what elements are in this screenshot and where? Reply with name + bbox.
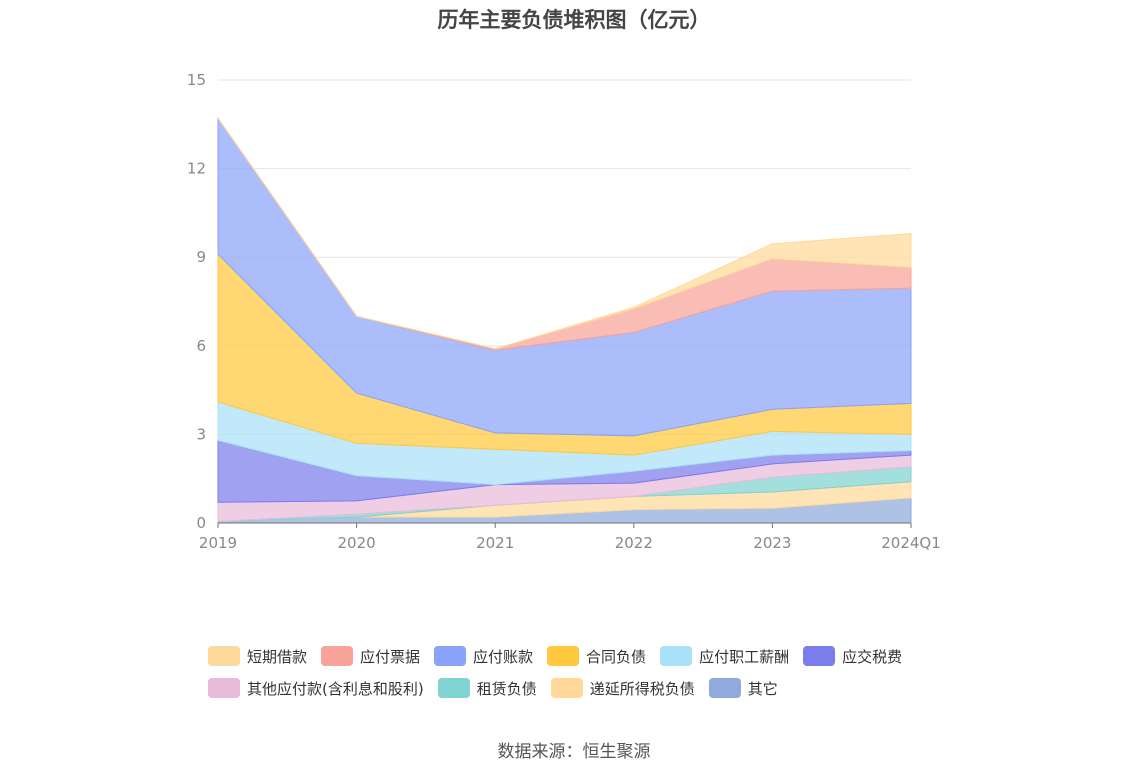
legend-item[interactable]: 应付职工薪酬 — [660, 646, 789, 667]
legend-item[interactable]: 其它 — [708, 678, 778, 699]
legend-label: 应交税费 — [842, 647, 903, 666]
legend-label: 应付账款 — [473, 647, 534, 666]
legend-swatch — [660, 646, 693, 666]
legend-swatch — [434, 646, 467, 666]
y-tick-label: 3 — [196, 425, 206, 443]
legend-label: 应付职工薪酬 — [699, 647, 790, 666]
y-tick-label: 0 — [196, 514, 206, 532]
data-source-note: 数据来源：恒生聚源 — [497, 742, 651, 762]
legend-item[interactable]: 短期借款 — [208, 646, 307, 667]
legend-label: 应付票据 — [360, 647, 421, 666]
legend-swatch — [550, 678, 583, 698]
legend-label: 合同负债 — [586, 647, 647, 666]
legend-row: 短期借款 应付票据 应付账款 合同负债 应付职工薪酬 应交税费 — [208, 640, 968, 672]
legend-label: 其他应付款(含利息和股利) — [247, 679, 424, 698]
area-series-9 — [217, 118, 912, 350]
x-tick-label: 2023 — [753, 534, 791, 552]
legend-label: 租赁负债 — [476, 679, 537, 698]
legend-item[interactable]: 递延所得税负债 — [550, 678, 695, 699]
legend-swatch — [208, 678, 240, 698]
legend-label: 短期借款 — [247, 647, 308, 666]
y-tick-label: 9 — [196, 248, 206, 266]
legend-item[interactable]: 应付账款 — [434, 646, 533, 667]
y-tick-label: 15 — [187, 71, 206, 89]
x-tick-label: 2021 — [476, 534, 514, 552]
y-tick-label: 6 — [196, 337, 206, 355]
legend-swatch — [803, 646, 836, 666]
legend-item[interactable]: 其他应付款(含利息和股利) — [208, 678, 424, 699]
legend-row: 其他应付款(含利息和股利) 租赁负债 递延所得税负债 其它 — [208, 672, 968, 704]
x-tick-label: 2024Q1 — [881, 534, 941, 552]
x-tick-label: 2020 — [338, 534, 376, 552]
chart-title: 历年主要负债堆积图（亿元） — [437, 8, 711, 32]
legend-label: 递延所得税负债 — [589, 679, 695, 698]
x-tick-label: 2022 — [615, 534, 653, 552]
legend-label: 其它 — [747, 679, 778, 698]
legend-swatch — [321, 646, 354, 666]
legend-item[interactable]: 租赁负债 — [437, 678, 537, 699]
legend-swatch — [708, 678, 741, 698]
y-tick-label: 12 — [187, 160, 206, 178]
legend-item[interactable]: 应付票据 — [321, 646, 420, 667]
legend-item[interactable]: 应交税费 — [803, 646, 902, 667]
legend-item[interactable]: 合同负债 — [547, 646, 646, 667]
x-tick-label: 2019 — [199, 534, 237, 552]
chart-legend: 短期借款 应付票据 应付账款 合同负债 应付职工薪酬 应交税费其他应付款(含利息和股利) 租… — [208, 640, 968, 704]
legend-swatch — [547, 646, 580, 666]
legend-swatch — [208, 646, 240, 666]
legend-swatch — [437, 678, 470, 698]
